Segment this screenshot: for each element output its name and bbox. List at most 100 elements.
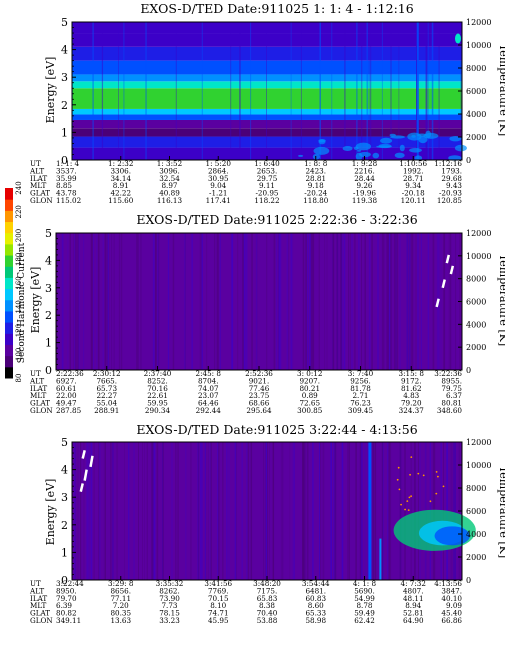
table-cell: -20.18	[402, 189, 425, 198]
table-cell: 3096.	[159, 166, 180, 175]
heatmap-streak	[337, 233, 339, 370]
heatmap-dot	[404, 508, 406, 511]
heatmap-streak	[120, 233, 123, 370]
table-cell: 45.40	[441, 609, 462, 618]
heatmap-blob	[448, 155, 462, 161]
heatmap-streak	[67, 233, 69, 370]
heatmap-streak	[290, 233, 292, 370]
heatmap-streak	[146, 442, 148, 580]
heatmap-streak	[91, 233, 93, 370]
table-cell: 81.78	[350, 384, 371, 393]
heatmap-streak	[155, 233, 157, 370]
table-row-label: UT	[30, 369, 41, 378]
table-cell: 77.11	[110, 594, 131, 603]
table-cell: 28.44	[354, 174, 375, 183]
heatmap-streak	[443, 233, 444, 370]
table-cell: 49.47	[56, 399, 77, 408]
y-tick-label: 0	[45, 364, 52, 377]
heatmap-streak	[412, 233, 414, 370]
table-cell: -20.93	[439, 189, 462, 198]
table-cell: 73.90	[159, 594, 180, 603]
table-cell: 3:48:20	[253, 579, 281, 588]
table-cell: 2:45: 8	[196, 369, 222, 378]
heatmap-streak	[410, 442, 412, 580]
heatmap-streak	[272, 442, 275, 580]
heatmap-streak	[308, 233, 310, 370]
y-tick-label: 0	[61, 574, 68, 587]
table-cell: 120.11	[401, 196, 426, 205]
heatmap-streak	[427, 22, 429, 160]
table-cell: 349.11	[56, 616, 81, 625]
table-cell: 1:12:16	[434, 159, 462, 168]
y2-tick-label: 6000	[466, 87, 486, 96]
table-cell: 62.42	[354, 616, 375, 625]
heatmap-streak	[374, 442, 377, 580]
heatmap-streak	[443, 233, 446, 370]
heatmap-streak	[320, 22, 321, 160]
table-cell: 9.43	[446, 181, 462, 190]
y2-tick-label: 12000	[466, 438, 491, 447]
heatmap-streak	[210, 442, 212, 580]
heatmap-streak	[87, 442, 90, 580]
heatmap-streak	[332, 442, 335, 580]
table-cell: 2:22:36	[56, 369, 84, 378]
table-cell: 28.71	[403, 174, 424, 183]
heatmap-dot	[417, 472, 420, 475]
heatmap-streak	[255, 233, 258, 370]
heatmap-streak	[78, 233, 80, 370]
y-tick-label: 3	[45, 282, 52, 295]
table-cell: -20.24	[304, 189, 327, 198]
heatmap-streak	[136, 233, 138, 370]
heatmap-dot	[407, 509, 410, 511]
table-row-label: GLAT	[30, 399, 50, 408]
table-cell: 8950.	[56, 586, 77, 595]
heatmap-streak	[234, 442, 237, 580]
table-cell: 8.94	[405, 601, 421, 610]
table-cell: 115.02	[56, 196, 81, 205]
table-cell: 1: 9:28	[352, 159, 378, 168]
table-cell: -19.96	[353, 189, 376, 198]
panel-1-ylabel: Energy [eV]	[44, 57, 57, 124]
heatmap-streak	[450, 442, 452, 580]
table-cell: 13.63	[110, 616, 131, 625]
heatmap-streak	[453, 442, 455, 580]
table-cell: 53.88	[257, 616, 278, 625]
y2-tick-label: 10000	[466, 41, 491, 50]
table-cell: 64.46	[198, 399, 219, 408]
heatmap-streak	[404, 442, 406, 580]
heatmap-streak	[358, 233, 360, 370]
heatmap-streak	[332, 233, 334, 370]
colorbar-swatch	[5, 366, 13, 379]
heatmap-streak	[136, 233, 138, 370]
table-cell: 8.85	[56, 181, 72, 190]
heatmap-blob	[394, 152, 405, 158]
heatmap-streak	[104, 442, 106, 580]
y2-tick-label: 6000	[466, 298, 486, 307]
heatmap-streak	[319, 442, 320, 580]
table-cell: 0.89	[302, 391, 318, 400]
heatmap-dot	[422, 474, 425, 477]
heatmap-streak	[282, 442, 284, 580]
table-cell: 76.23	[350, 399, 371, 408]
heatmap-streak	[332, 233, 334, 370]
y-tick-label: 2	[61, 519, 68, 532]
heatmap-blob	[318, 139, 326, 145]
table-cell: 2423.	[305, 166, 326, 175]
heatmap-streak	[112, 442, 114, 580]
heatmap-streak	[175, 22, 177, 160]
table-cell: 80.81	[441, 399, 462, 408]
heatmap-streak	[359, 442, 362, 580]
heatmap-streak	[388, 442, 390, 580]
heatmap-streak	[220, 233, 221, 370]
table-cell: 68.66	[249, 399, 270, 408]
table-cell: 8262.	[159, 586, 180, 595]
heatmap-streak	[278, 233, 281, 370]
heatmap-streak	[312, 233, 315, 370]
heatmap-dot	[435, 471, 438, 473]
heatmap-streak	[356, 22, 358, 160]
heatmap-streak	[171, 442, 173, 580]
heatmap-streak	[336, 233, 338, 370]
heatmap-streak	[246, 442, 248, 580]
y-tick-label: 4	[61, 44, 68, 57]
heatmap-streak	[86, 442, 88, 580]
